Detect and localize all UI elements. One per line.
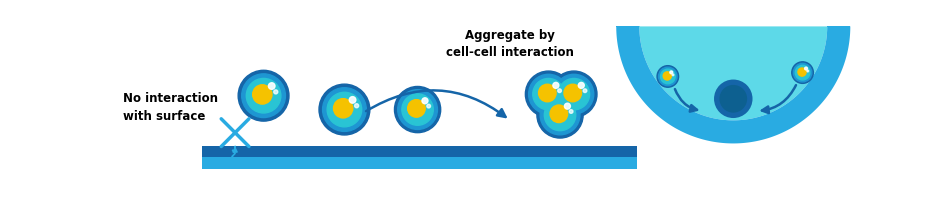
Circle shape bbox=[323, 88, 367, 131]
Circle shape bbox=[238, 70, 289, 121]
Circle shape bbox=[394, 86, 441, 133]
Circle shape bbox=[402, 94, 433, 125]
Circle shape bbox=[553, 82, 559, 88]
Circle shape bbox=[528, 74, 568, 114]
Circle shape bbox=[807, 70, 808, 72]
Circle shape bbox=[795, 65, 810, 80]
Bar bbox=[202, 157, 637, 169]
Circle shape bbox=[398, 90, 437, 129]
Circle shape bbox=[554, 74, 594, 114]
Circle shape bbox=[660, 69, 675, 84]
Circle shape bbox=[550, 105, 568, 123]
Circle shape bbox=[663, 72, 672, 80]
Circle shape bbox=[319, 84, 370, 135]
Circle shape bbox=[525, 71, 572, 117]
Circle shape bbox=[564, 84, 581, 102]
Circle shape bbox=[583, 89, 587, 93]
Circle shape bbox=[558, 89, 561, 93]
Circle shape bbox=[274, 90, 277, 94]
Circle shape bbox=[793, 63, 812, 82]
Circle shape bbox=[579, 82, 584, 88]
Polygon shape bbox=[639, 26, 827, 120]
Circle shape bbox=[719, 85, 747, 113]
Circle shape bbox=[673, 74, 674, 76]
Circle shape bbox=[333, 99, 352, 118]
Circle shape bbox=[798, 68, 807, 76]
Circle shape bbox=[657, 66, 678, 87]
Circle shape bbox=[354, 104, 359, 108]
Circle shape bbox=[564, 103, 570, 109]
Text: Aggregate by
cell-cell interaction: Aggregate by cell-cell interaction bbox=[446, 29, 574, 59]
Circle shape bbox=[327, 92, 362, 127]
Circle shape bbox=[269, 83, 275, 89]
Circle shape bbox=[350, 97, 356, 103]
Circle shape bbox=[551, 71, 597, 117]
Bar bbox=[617, 0, 639, 27]
Bar bbox=[202, 146, 637, 157]
Circle shape bbox=[241, 74, 285, 117]
Circle shape bbox=[714, 79, 752, 118]
Bar bbox=[827, 0, 850, 27]
Circle shape bbox=[533, 79, 564, 110]
Circle shape bbox=[539, 84, 556, 102]
Text: No interaction
with surface: No interaction with surface bbox=[124, 92, 218, 123]
Circle shape bbox=[422, 98, 428, 104]
Circle shape bbox=[569, 110, 573, 113]
Circle shape bbox=[427, 104, 430, 108]
Circle shape bbox=[246, 78, 281, 113]
Circle shape bbox=[408, 100, 426, 117]
Circle shape bbox=[544, 99, 576, 131]
Circle shape bbox=[670, 71, 673, 74]
Polygon shape bbox=[617, 26, 850, 143]
Circle shape bbox=[658, 67, 677, 86]
Circle shape bbox=[541, 95, 580, 135]
Circle shape bbox=[791, 62, 813, 83]
Circle shape bbox=[805, 67, 808, 70]
Circle shape bbox=[559, 79, 590, 110]
Circle shape bbox=[537, 92, 583, 138]
Circle shape bbox=[253, 85, 272, 104]
